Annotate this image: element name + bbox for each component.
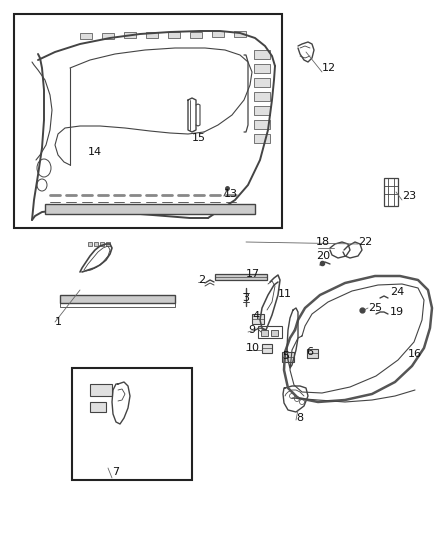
Text: 8: 8 (296, 413, 303, 423)
Text: 3: 3 (242, 293, 249, 303)
Bar (90, 402, 106, 412)
Text: 23: 23 (402, 191, 416, 201)
Text: 5: 5 (282, 351, 289, 361)
Text: 11: 11 (278, 289, 292, 299)
Bar (45, 204, 255, 214)
Bar (252, 314, 264, 324)
Bar (100, 242, 104, 246)
Bar (254, 92, 270, 101)
Text: 12: 12 (322, 63, 336, 73)
Text: 10: 10 (246, 343, 260, 353)
Bar (215, 274, 267, 280)
Text: 17: 17 (246, 269, 260, 279)
Bar (254, 64, 270, 73)
Text: 2: 2 (198, 275, 205, 285)
Text: 4: 4 (252, 311, 259, 321)
Bar (60, 303, 175, 307)
Text: 25: 25 (368, 303, 382, 313)
Bar (254, 50, 270, 59)
Text: 1: 1 (55, 317, 62, 327)
Bar (254, 78, 270, 87)
Bar (190, 31, 202, 37)
Text: 19: 19 (390, 307, 404, 317)
Text: 6: 6 (306, 347, 313, 357)
Text: 15: 15 (192, 133, 206, 143)
Bar (80, 33, 92, 39)
Bar (88, 242, 92, 246)
Bar (102, 33, 114, 39)
Bar (146, 32, 158, 38)
Bar (124, 33, 136, 38)
Text: 24: 24 (390, 287, 404, 297)
Bar (106, 242, 110, 246)
Bar (94, 242, 98, 246)
Text: 16: 16 (408, 349, 422, 359)
Text: 9: 9 (248, 325, 255, 335)
Text: 20: 20 (316, 251, 330, 261)
Bar (384, 178, 398, 206)
Bar (60, 295, 175, 303)
Text: 18: 18 (316, 237, 330, 247)
Bar (271, 330, 278, 336)
Text: 22: 22 (358, 237, 372, 247)
Bar (282, 352, 294, 362)
Bar (262, 344, 272, 353)
Bar (261, 330, 268, 336)
Bar (234, 31, 246, 37)
Bar (254, 120, 270, 129)
Bar (254, 134, 270, 143)
Text: 13: 13 (224, 189, 238, 199)
Bar (72, 368, 192, 480)
Bar (254, 106, 270, 115)
Bar (307, 349, 318, 358)
Bar (168, 32, 180, 38)
Bar (90, 384, 112, 396)
Text: 14: 14 (88, 147, 102, 157)
Bar (14, 14, 282, 228)
Bar (258, 326, 282, 338)
Text: 7: 7 (112, 467, 119, 477)
Bar (212, 31, 224, 37)
